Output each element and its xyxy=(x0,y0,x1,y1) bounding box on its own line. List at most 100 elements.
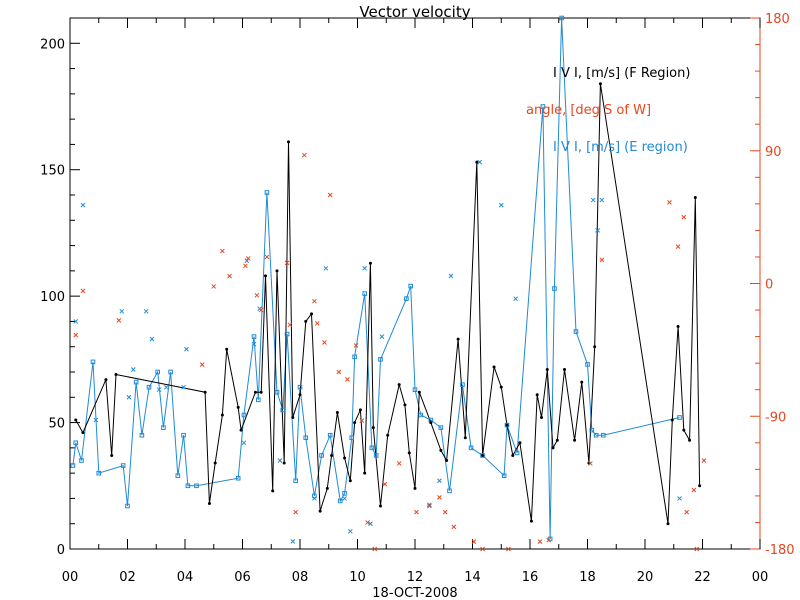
left-tick-label: 0 xyxy=(57,543,65,558)
f-region-point xyxy=(518,441,522,445)
f-region-point xyxy=(264,274,267,278)
f-region-point xyxy=(287,140,290,144)
f-region-point xyxy=(545,367,549,371)
angle-point xyxy=(345,377,350,382)
f-region-line xyxy=(75,83,701,524)
angle-point xyxy=(480,546,485,552)
f-region-point xyxy=(207,501,211,505)
angle-point xyxy=(243,263,248,269)
angle-point xyxy=(116,318,122,323)
e-region-scatter-point xyxy=(677,496,682,501)
e-region-point xyxy=(352,354,357,360)
left-tick-label: 200 xyxy=(40,37,65,52)
e-region-scatter-point xyxy=(277,458,283,463)
f-region-point xyxy=(407,451,411,455)
e-region-point xyxy=(349,435,355,441)
angle-point xyxy=(599,257,605,263)
e-region-scatter-point xyxy=(595,228,600,233)
angle-point xyxy=(382,481,388,487)
f-region-point xyxy=(505,423,509,427)
angle-point xyxy=(694,546,700,552)
e-region-point xyxy=(504,422,510,428)
f-region-point xyxy=(239,428,243,432)
e-region-point xyxy=(185,483,191,489)
f-region-point xyxy=(682,428,686,432)
e-region-point xyxy=(337,498,343,504)
angle-point xyxy=(314,320,320,326)
e-region-point xyxy=(418,412,424,418)
f-region-point xyxy=(318,509,322,513)
e-region-scatter-point xyxy=(181,384,186,390)
angle-point xyxy=(80,288,86,294)
f-region-point xyxy=(371,426,375,430)
e-region-point xyxy=(297,384,303,390)
e-region-point xyxy=(181,432,186,438)
f-region-point xyxy=(304,319,308,323)
x-axis-label: 18-OCT-2008 xyxy=(372,586,457,600)
f-region-point xyxy=(676,324,680,328)
f-region-point xyxy=(348,479,352,483)
angle-point xyxy=(437,495,442,500)
e-region-scatter-point xyxy=(184,346,189,352)
e-region-scatter-point xyxy=(477,159,483,165)
e-region-point xyxy=(601,432,606,438)
angle-point xyxy=(506,546,511,552)
e-region-point xyxy=(438,425,444,430)
f-region-point xyxy=(417,390,421,394)
f-region-point xyxy=(688,438,692,442)
angle-point xyxy=(451,524,457,530)
e-region-scatter-point xyxy=(244,258,250,264)
left-tick-label: 150 xyxy=(40,164,65,179)
angle-point xyxy=(684,509,690,515)
e-region-point xyxy=(125,503,130,509)
e-region-scatter-point xyxy=(126,394,132,400)
e-region-scatter-point xyxy=(73,319,79,324)
legend-entry: angle, [deg S of W] xyxy=(526,103,651,118)
e-region-point xyxy=(547,536,553,542)
e-region-point xyxy=(235,475,241,481)
f-region-point xyxy=(310,312,313,316)
f-region-point xyxy=(368,261,372,265)
angle-point xyxy=(258,307,264,313)
e-region-scatter-point xyxy=(312,496,317,501)
e-region-point xyxy=(284,331,290,337)
angle-point xyxy=(691,487,697,493)
f-region-point xyxy=(499,385,503,389)
e-region-point xyxy=(480,453,485,458)
e-region-scatter-point xyxy=(241,440,247,446)
e-region-point xyxy=(241,412,247,418)
series-layer xyxy=(70,15,707,552)
angle-point xyxy=(471,539,477,544)
f-region-point xyxy=(213,461,217,465)
f-region-point xyxy=(573,438,577,442)
e-region-scatter-point xyxy=(437,478,442,484)
f-region-point xyxy=(481,453,485,457)
e-region-point xyxy=(139,432,145,438)
e-region-point xyxy=(585,362,590,367)
e-region-point xyxy=(146,384,152,390)
e-region-point xyxy=(133,379,139,385)
e-region-line xyxy=(72,17,680,539)
angle-point xyxy=(372,546,378,552)
angle-point xyxy=(546,537,552,543)
angle-point xyxy=(414,509,419,515)
e-region-point xyxy=(280,407,286,413)
e-region-scatter-point xyxy=(513,296,518,302)
f-region-point xyxy=(698,484,702,488)
angle-point xyxy=(73,332,79,338)
f-region-point xyxy=(693,196,697,200)
e-region-point xyxy=(155,369,160,375)
e-region-point xyxy=(362,291,367,296)
f-region-point xyxy=(203,390,207,394)
e-region-scatter-point xyxy=(448,273,454,279)
f-region-point xyxy=(666,522,670,526)
e-region-point xyxy=(120,463,126,468)
e-region-scatter-point xyxy=(119,308,125,314)
e-region-scatter-point xyxy=(342,496,347,501)
f-region-point xyxy=(275,269,279,273)
f-region-point xyxy=(335,410,339,414)
f-region-point xyxy=(325,486,329,490)
e-region-scatter-point xyxy=(143,308,149,314)
x-tick-label: 12 xyxy=(407,570,424,585)
